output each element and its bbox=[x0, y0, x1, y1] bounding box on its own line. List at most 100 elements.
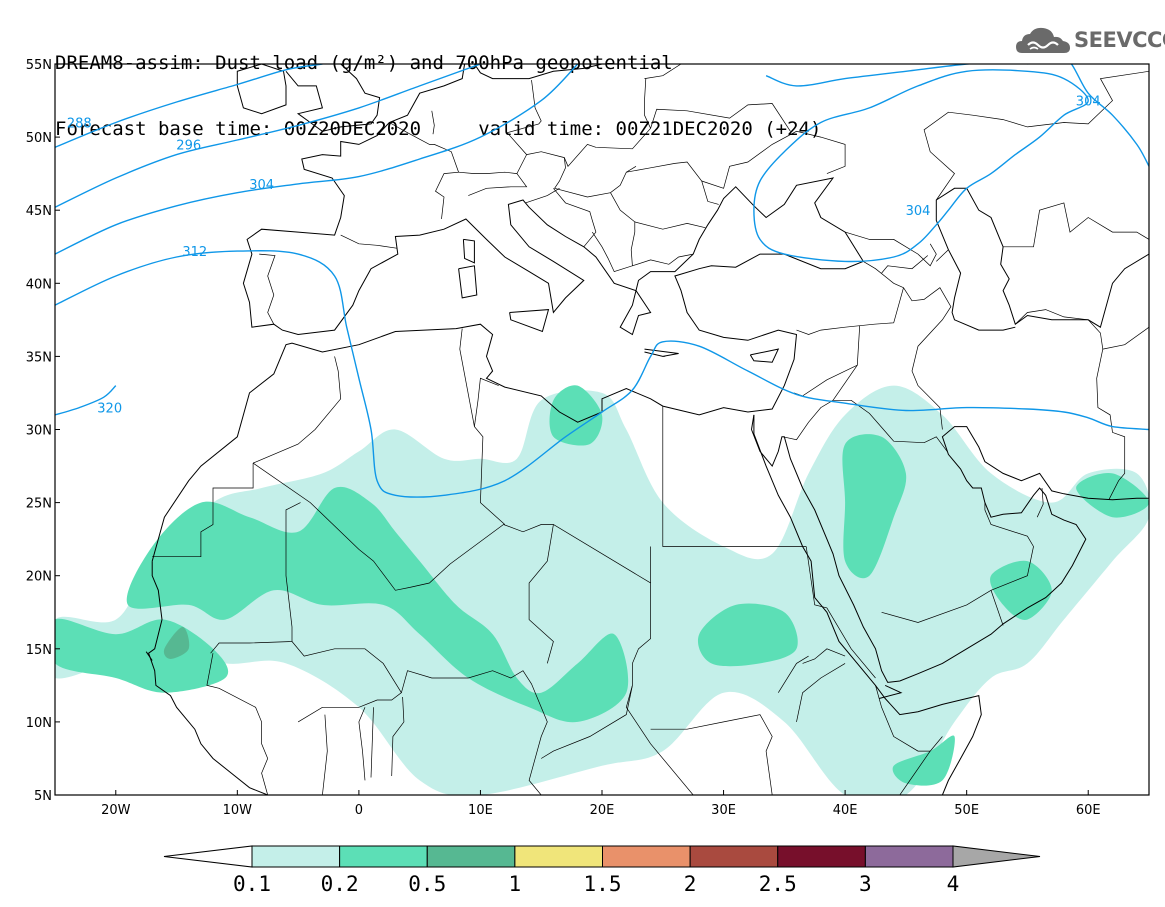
country-border-27 bbox=[793, 325, 861, 397]
contour-line-312 bbox=[55, 250, 1149, 498]
lon-tick-label: 60E bbox=[1076, 803, 1101, 818]
country-border-7 bbox=[210, 502, 301, 654]
lat-tick-label: 30N bbox=[26, 424, 52, 439]
country-border-54 bbox=[1003, 202, 1149, 248]
contour-ring-304 bbox=[753, 69, 1089, 263]
lon-tick-label: 40E bbox=[833, 803, 858, 818]
country-border-5 bbox=[662, 406, 807, 547]
country-border-3 bbox=[474, 377, 499, 427]
lat-tick-label: 35N bbox=[26, 350, 52, 365]
colorbar-swatch bbox=[339, 845, 428, 868]
colorbar: 0.1 0.2 0.5 1 1.5 2 2.5 3 4 bbox=[163, 845, 1041, 896]
country-border-23 bbox=[875, 685, 943, 752]
country-border-19 bbox=[805, 546, 876, 679]
country-border-20 bbox=[802, 648, 846, 664]
colorbar-swatch bbox=[426, 845, 516, 868]
colorbar-under-arrow bbox=[163, 845, 253, 868]
country-border-47 bbox=[701, 130, 846, 189]
country-border-15 bbox=[528, 524, 554, 664]
lat-tick-label: 5N bbox=[34, 789, 52, 804]
country-border-55 bbox=[1015, 309, 1126, 500]
country-border-1 bbox=[252, 462, 651, 686]
country-border-36 bbox=[431, 110, 435, 135]
country-border-22 bbox=[796, 663, 846, 722]
colorbar-label: 2.5 bbox=[759, 872, 797, 896]
coastline-13 bbox=[749, 348, 780, 363]
country-border-41 bbox=[525, 187, 560, 204]
country-border-49 bbox=[644, 64, 682, 79]
coastline-11 bbox=[509, 309, 550, 333]
country-border-48 bbox=[650, 103, 791, 132]
lon-tick-label: 50E bbox=[954, 803, 979, 818]
colorbar-label: 4 bbox=[947, 872, 960, 896]
coastline-4 bbox=[750, 414, 1149, 683]
colorbar-over-arrow bbox=[952, 845, 1041, 868]
contour-label: 288 bbox=[67, 116, 92, 131]
lat-tick-label: 55N bbox=[26, 58, 52, 73]
country-border-26 bbox=[796, 261, 904, 335]
country-border-29 bbox=[903, 287, 952, 430]
country-border-32 bbox=[990, 590, 1004, 626]
country-border-50 bbox=[844, 231, 937, 267]
contour-label: 320 bbox=[97, 402, 122, 417]
contour-line-320 bbox=[55, 385, 117, 416]
lat-tick-label: 25N bbox=[26, 497, 52, 512]
country-border-10 bbox=[401, 670, 548, 795]
lon-tick-label: 30E bbox=[711, 803, 736, 818]
country-border-13 bbox=[358, 707, 366, 781]
country-border-53 bbox=[923, 70, 1149, 201]
contour-label: 304 bbox=[249, 178, 274, 193]
contour-label: 312 bbox=[182, 245, 207, 260]
colorbar-label: 0.2 bbox=[321, 872, 359, 896]
country-border-35 bbox=[389, 122, 460, 220]
colorbar-label: 3 bbox=[859, 872, 872, 896]
map-title: DREAM8-assim: Dust load (g/m²) and 700hP… bbox=[55, 52, 673, 74]
forecast-time-line: Forecast base time: 00Z20DEC2020 valid t… bbox=[55, 118, 822, 140]
logo-text: SEEVCCC bbox=[1074, 28, 1165, 52]
coastline-15 bbox=[145, 651, 153, 661]
colorbar-label: 0.1 bbox=[233, 872, 271, 896]
country-border-39 bbox=[526, 78, 652, 167]
country-border-2 bbox=[252, 356, 342, 464]
country-border-46 bbox=[632, 253, 694, 267]
lat-tick-label: 20N bbox=[26, 570, 52, 585]
country-border-33 bbox=[340, 234, 397, 249]
colorbar-label: 0.5 bbox=[408, 872, 446, 896]
country-border-14 bbox=[322, 714, 328, 795]
coastline-14 bbox=[878, 684, 903, 699]
dust-region-0.5-9 bbox=[163, 626, 190, 659]
country-border-45 bbox=[626, 161, 719, 205]
country-border-34 bbox=[259, 253, 276, 325]
contour-line-296 bbox=[55, 64, 481, 208]
coastline-2 bbox=[148, 561, 268, 795]
coastline-10 bbox=[462, 238, 475, 264]
country-border-11 bbox=[391, 696, 405, 777]
country-border-28 bbox=[832, 365, 858, 401]
country-border-17 bbox=[541, 685, 633, 759]
lon-tick-label: 0 bbox=[355, 803, 363, 818]
colorbar-label: 1.5 bbox=[584, 872, 622, 896]
dust-layer bbox=[55, 385, 1149, 795]
coastline-6 bbox=[935, 187, 1149, 331]
country-border-51 bbox=[881, 255, 929, 274]
lat-tick-label: 40N bbox=[26, 277, 52, 292]
lon-tick-label: 10E bbox=[468, 803, 493, 818]
geopotential-contours: 288 296 304 312 304 304 320 bbox=[55, 64, 1149, 498]
contour-line-304 bbox=[55, 64, 579, 255]
colorbar-swatch bbox=[777, 845, 866, 868]
colorbar-swatch bbox=[514, 845, 603, 868]
dust-region-0.2-7 bbox=[1076, 473, 1149, 518]
lon-tick-label: 20W bbox=[101, 803, 131, 818]
country-border-8 bbox=[206, 653, 269, 795]
seevccc-logo: SEEVCCC bbox=[1016, 24, 1165, 58]
dust-region-0.2-5 bbox=[697, 603, 798, 667]
coastline-8 bbox=[236, 64, 287, 115]
dust-region-0.2-1 bbox=[126, 486, 629, 723]
country-border-25 bbox=[783, 399, 948, 452]
contour-label: 296 bbox=[176, 138, 201, 153]
colorbar-swatch bbox=[602, 845, 691, 868]
coastline-7 bbox=[285, 64, 381, 132]
country-border-31 bbox=[1036, 487, 1044, 518]
lat-tick-label: 50N bbox=[26, 131, 52, 146]
lat-tick-label: 10N bbox=[26, 716, 52, 731]
